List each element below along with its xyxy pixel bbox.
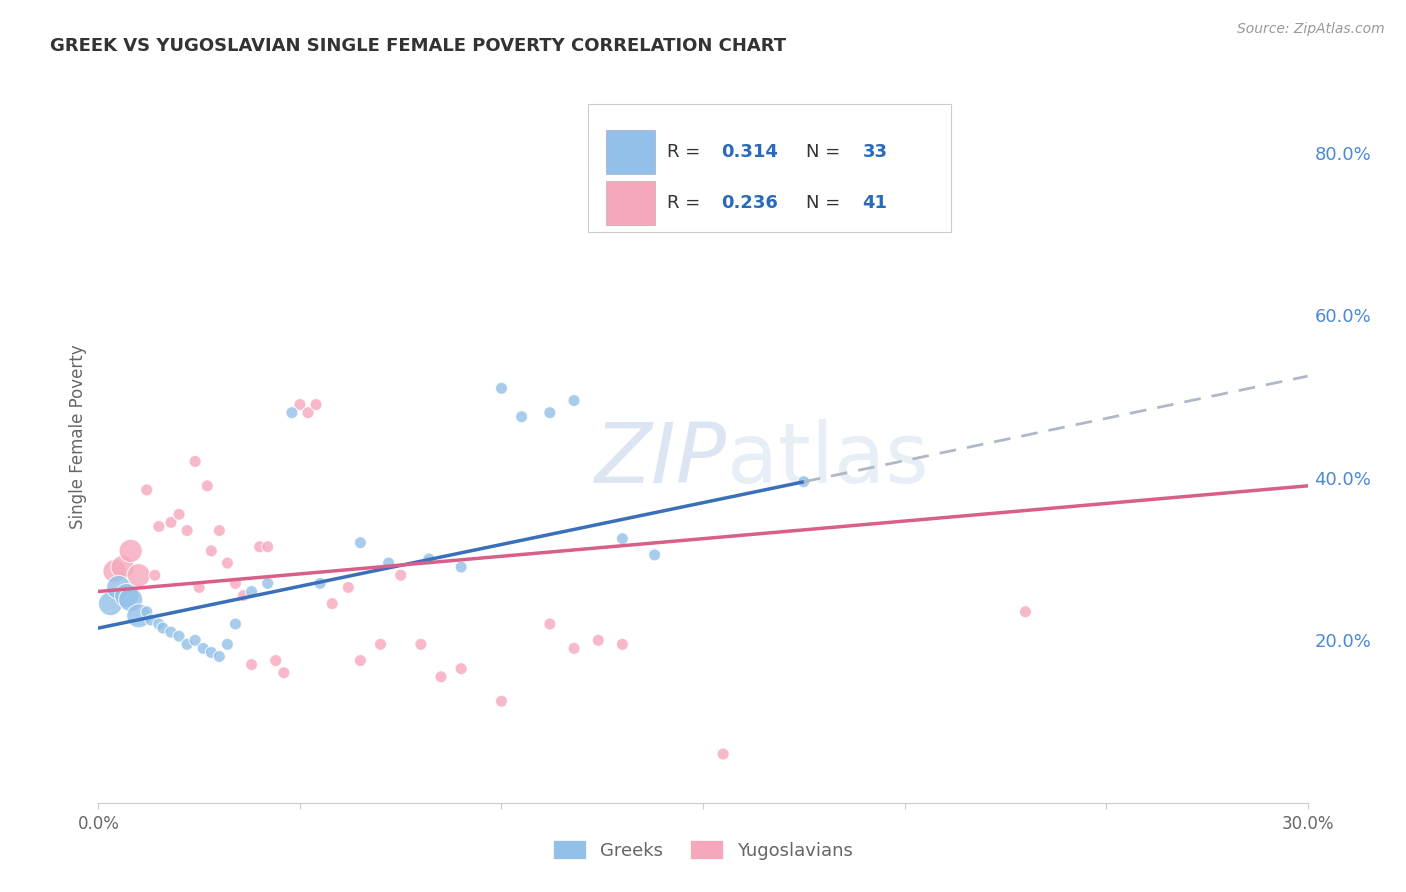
Text: 33: 33 <box>863 143 887 161</box>
Point <box>224 576 246 591</box>
Point <box>389 568 412 582</box>
Point <box>152 621 174 635</box>
Point <box>176 637 198 651</box>
Text: Source: ZipAtlas.com: Source: ZipAtlas.com <box>1237 22 1385 37</box>
Point <box>256 576 278 591</box>
Point <box>176 524 198 538</box>
Point <box>184 633 207 648</box>
Point <box>586 633 609 648</box>
Point <box>148 519 170 533</box>
Point <box>135 605 157 619</box>
Point <box>538 406 561 420</box>
Point <box>612 532 634 546</box>
Point <box>538 617 561 632</box>
Point <box>430 670 453 684</box>
Point <box>491 381 513 395</box>
Point <box>711 747 734 761</box>
Point <box>103 564 125 578</box>
Point <box>111 560 134 574</box>
Point <box>135 483 157 497</box>
Point <box>297 406 319 420</box>
Text: N =: N = <box>806 143 846 161</box>
Point <box>562 393 585 408</box>
Point <box>349 654 371 668</box>
Point <box>200 645 222 659</box>
Point <box>184 454 207 468</box>
Point <box>160 625 183 640</box>
Point <box>115 589 138 603</box>
Point <box>321 597 343 611</box>
Text: ZIP: ZIP <box>595 418 727 500</box>
Point <box>1014 605 1036 619</box>
Point <box>510 409 533 424</box>
Point <box>120 544 142 558</box>
Point <box>377 556 399 570</box>
Text: GREEK VS YUGOSLAVIAN SINGLE FEMALE POVERTY CORRELATION CHART: GREEK VS YUGOSLAVIAN SINGLE FEMALE POVER… <box>51 37 786 54</box>
Text: R =: R = <box>666 143 706 161</box>
Point <box>188 581 211 595</box>
Point <box>281 406 304 420</box>
Point <box>264 654 287 668</box>
Point <box>305 398 328 412</box>
FancyBboxPatch shape <box>606 130 655 174</box>
Point <box>256 540 278 554</box>
Point <box>200 544 222 558</box>
Point <box>562 641 585 656</box>
Point <box>224 617 246 632</box>
Point <box>240 657 263 672</box>
Point <box>273 665 295 680</box>
Point <box>793 475 815 489</box>
Point <box>418 552 440 566</box>
Text: N =: N = <box>806 194 846 212</box>
Point <box>193 641 215 656</box>
Point <box>148 617 170 632</box>
FancyBboxPatch shape <box>606 181 655 225</box>
Point <box>128 568 150 582</box>
Point <box>120 592 142 607</box>
Point <box>160 516 183 530</box>
Point <box>208 524 231 538</box>
Point <box>249 540 271 554</box>
Point <box>612 637 634 651</box>
Y-axis label: Single Female Poverty: Single Female Poverty <box>69 345 87 529</box>
Point <box>143 568 166 582</box>
Point <box>217 637 239 651</box>
Point <box>370 637 392 651</box>
Point <box>232 589 254 603</box>
Point <box>195 479 218 493</box>
Point <box>409 637 432 651</box>
Text: R =: R = <box>666 194 706 212</box>
FancyBboxPatch shape <box>588 104 950 232</box>
Text: 41: 41 <box>863 194 887 212</box>
Point <box>107 581 129 595</box>
Point <box>450 662 472 676</box>
Point <box>349 535 371 549</box>
Point <box>450 560 472 574</box>
Point <box>309 576 332 591</box>
Point <box>208 649 231 664</box>
Text: 0.314: 0.314 <box>721 143 778 161</box>
Point <box>217 556 239 570</box>
Point <box>100 597 122 611</box>
Point <box>337 581 360 595</box>
Point <box>167 508 190 522</box>
Text: atlas: atlas <box>727 418 929 500</box>
Point <box>139 613 162 627</box>
Point <box>128 608 150 623</box>
Point <box>288 398 311 412</box>
Legend: Greeks, Yugoslavians: Greeks, Yugoslavians <box>546 833 860 867</box>
Point <box>491 694 513 708</box>
Point <box>240 584 263 599</box>
Point <box>644 548 666 562</box>
Text: 0.236: 0.236 <box>721 194 778 212</box>
Point <box>167 629 190 643</box>
